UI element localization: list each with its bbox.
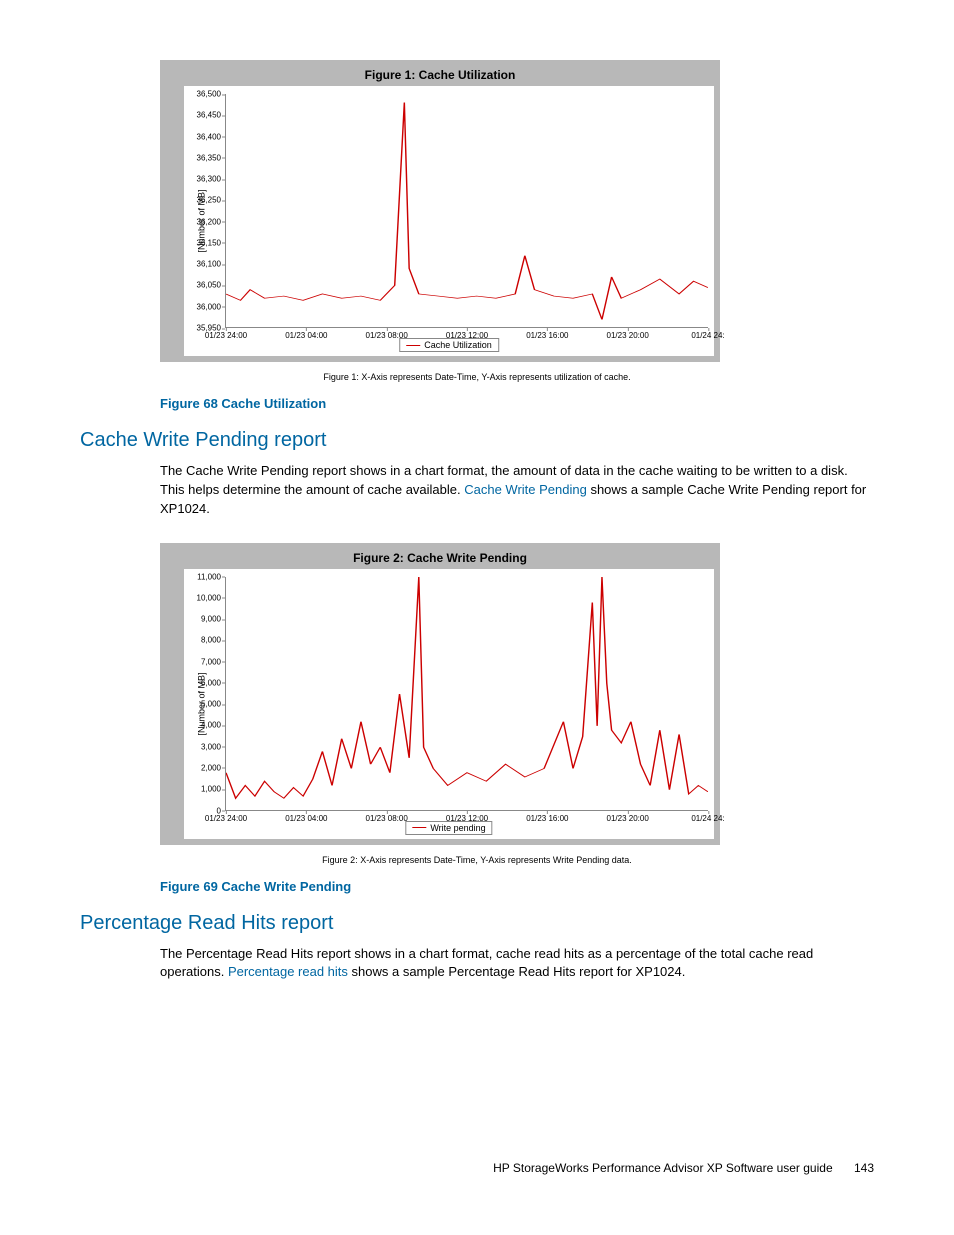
chart1-title: Figure 1: Cache Utilization: [166, 66, 714, 86]
xtick: 01/23 20:00: [607, 331, 649, 340]
legend-line-icon: [412, 827, 426, 828]
legend-line-icon: [406, 345, 420, 346]
ytick: 36,200: [197, 217, 221, 226]
chart-cache-utilization: Figure 1: Cache Utilization [Number of M…: [160, 60, 720, 362]
link-percentage-read-hits[interactable]: Percentage read hits: [228, 964, 348, 979]
link-cache-write-pending[interactable]: Cache Write Pending: [464, 482, 587, 497]
figure-68-label: Figure 68 Cache Utilization: [160, 396, 874, 411]
xtick: 01/23 04:00: [285, 814, 327, 823]
xtick: 01/23 08:00: [366, 814, 408, 823]
ytick: 11,000: [197, 572, 221, 581]
ytick: 8,000: [201, 636, 221, 645]
ytick: 36,250: [197, 196, 221, 205]
chart2-legend: Write pending: [405, 821, 492, 835]
chart2-yaxis: 11,00010,0009,0008,0007,0006,0005,0004,0…: [184, 577, 226, 811]
xtick: 01/24 24:: [691, 331, 724, 340]
ytick: 36,050: [197, 281, 221, 290]
ytick: 10,000: [197, 593, 221, 602]
ytick: 2,000: [201, 763, 221, 772]
ytick: 36,400: [197, 132, 221, 141]
heading-cache-write-pending: Cache Write Pending report: [80, 429, 874, 452]
xtick: 01/23 16:00: [526, 814, 568, 823]
para-percentage-read-hits: The Percentage Read Hits report shows in…: [160, 945, 874, 983]
chart2-title: Figure 2: Cache Write Pending: [166, 549, 714, 569]
ytick: 36,100: [197, 260, 221, 269]
xtick: 01/23 24:00: [205, 814, 247, 823]
ytick: 9,000: [201, 615, 221, 624]
xtick: 01/23 16:00: [526, 331, 568, 340]
chart-cache-write-pending: Figure 2: Cache Write Pending [Number of…: [160, 543, 720, 845]
xtick: 01/23 04:00: [285, 331, 327, 340]
ytick: 36,300: [197, 175, 221, 184]
ytick: 36,450: [197, 111, 221, 120]
ytick: 3,000: [201, 742, 221, 751]
ytick: 6,000: [201, 678, 221, 687]
ytick: 36,500: [197, 90, 221, 99]
ytick: 5,000: [201, 700, 221, 709]
para2-text-b: shows a sample Percentage Read Hits repo…: [348, 964, 685, 979]
ytick: 36,000: [197, 302, 221, 311]
chart1-yaxis: 36,50036,45036,40036,35036,30036,25036,2…: [184, 94, 226, 328]
footer-text: HP StorageWorks Performance Advisor XP S…: [493, 1161, 833, 1175]
ytick: 1,000: [201, 785, 221, 794]
chart1-plot: [Number of MB] 36,50036,45036,40036,3503…: [184, 86, 714, 356]
chart1-plot-area: [226, 94, 708, 328]
xtick: 01/23 24:00: [205, 331, 247, 340]
chart2-plot: [Number of MB] 11,00010,0009,0008,0007,0…: [184, 569, 714, 839]
heading-percentage-read-hits: Percentage Read Hits report: [80, 912, 874, 935]
page-footer: HP StorageWorks Performance Advisor XP S…: [493, 1161, 874, 1175]
chart2-plot-area: [226, 577, 708, 811]
ytick: 7,000: [201, 657, 221, 666]
figure-69-label: Figure 69 Cache Write Pending: [160, 879, 874, 894]
footer-page-number: 143: [854, 1161, 874, 1175]
chart2-legend-label: Write pending: [430, 823, 485, 833]
ytick: 36,150: [197, 238, 221, 247]
ytick: 36,350: [197, 153, 221, 162]
chart1-caption: Figure 1: X-Axis represents Date-Time, Y…: [80, 372, 874, 382]
ytick: 4,000: [201, 721, 221, 730]
para-cache-write-pending: The Cache Write Pending report shows in …: [160, 462, 874, 519]
chart2-caption: Figure 2: X-Axis represents Date-Time, Y…: [80, 855, 874, 865]
xtick: 01/23 20:00: [607, 814, 649, 823]
chart1-legend-label: Cache Utilization: [424, 340, 492, 350]
xtick: 01/24 24:: [691, 814, 724, 823]
chart1-legend: Cache Utilization: [399, 338, 499, 352]
